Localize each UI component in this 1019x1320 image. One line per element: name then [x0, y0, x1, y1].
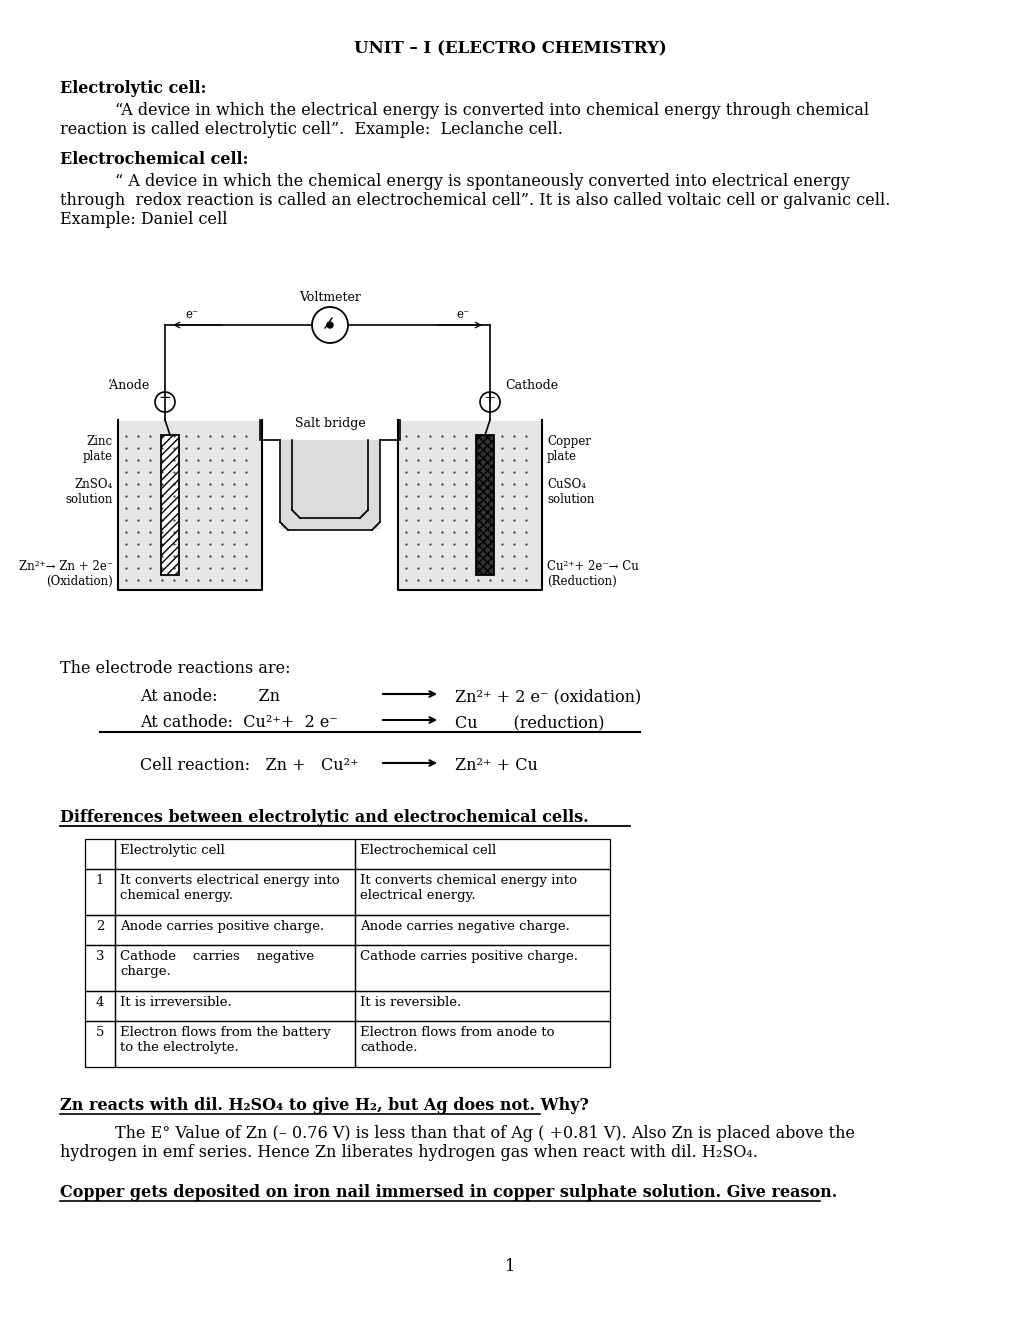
- Bar: [355, 991, 609, 1020]
- Bar: [119, 421, 262, 589]
- Bar: [85, 991, 115, 1020]
- Text: It is irreversible.: It is irreversible.: [120, 997, 231, 1008]
- Bar: [115, 991, 355, 1020]
- Text: 2: 2: [96, 920, 104, 933]
- Text: 4: 4: [96, 997, 104, 1008]
- Text: hydrogen in emf series. Hence Zn liberates hydrogen gas when react with dil. H₂S: hydrogen in emf series. Hence Zn liberat…: [60, 1144, 757, 1162]
- Text: Zinc
plate: Zinc plate: [83, 436, 113, 463]
- Bar: [115, 945, 355, 991]
- Bar: [355, 945, 609, 991]
- Text: Electrochemical cell: Electrochemical cell: [360, 843, 496, 857]
- Text: Cell reaction:   Zn +   Cu²⁺: Cell reaction: Zn + Cu²⁺: [140, 756, 359, 774]
- Text: ʻAnode: ʻAnode: [108, 379, 150, 392]
- Bar: [115, 915, 355, 945]
- Circle shape: [327, 322, 332, 327]
- Text: CuSO₄
solution: CuSO₄ solution: [546, 478, 594, 506]
- Text: “ A device in which the chemical energy is spontaneously converted into electric: “ A device in which the chemical energy …: [115, 173, 849, 190]
- Text: Cu       (reduction): Cu (reduction): [454, 714, 604, 731]
- Text: e⁻: e⁻: [184, 308, 198, 321]
- Bar: [398, 421, 541, 589]
- Text: At cathode:  Cu²⁺+  2 e⁻: At cathode: Cu²⁺+ 2 e⁻: [140, 714, 337, 731]
- Text: Copper
plate: Copper plate: [546, 436, 590, 463]
- Bar: [85, 945, 115, 991]
- Text: Voltmeter: Voltmeter: [299, 290, 361, 304]
- Text: Electron flows from the battery
to the electrolyte.: Electron flows from the battery to the e…: [120, 1026, 330, 1053]
- Bar: [161, 436, 178, 576]
- Text: +: +: [483, 391, 496, 405]
- Text: e⁻: e⁻: [457, 308, 470, 321]
- Bar: [355, 869, 609, 915]
- Text: “A device in which the electrical energy is converted into chemical energy throu: “A device in which the electrical energy…: [115, 102, 868, 119]
- Bar: [85, 1020, 115, 1067]
- Text: The E° Value of Zn (– 0.76 V) is less than that of Ag ( +0.81 V). Also Zn is pla: The E° Value of Zn (– 0.76 V) is less th…: [115, 1125, 854, 1142]
- Text: Anode carries negative charge.: Anode carries negative charge.: [360, 920, 570, 933]
- Text: Zn²⁺ + 2 e⁻ (oxidation): Zn²⁺ + 2 e⁻ (oxidation): [454, 688, 641, 705]
- Text: UNIT – I (ELECTRO CHEMISTRY): UNIT – I (ELECTRO CHEMISTRY): [354, 40, 665, 57]
- Text: Zn reacts with dil. H₂SO₄ to give H₂, but Ag does not. Why?: Zn reacts with dil. H₂SO₄ to give H₂, bu…: [60, 1097, 588, 1114]
- Bar: [476, 436, 493, 576]
- Bar: [280, 440, 379, 529]
- Text: 3: 3: [96, 950, 104, 964]
- Text: Cathode carries positive charge.: Cathode carries positive charge.: [360, 950, 578, 964]
- Text: −: −: [159, 391, 171, 405]
- Text: It converts chemical energy into
electrical energy.: It converts chemical energy into electri…: [360, 874, 577, 902]
- Text: It converts electrical energy into
chemical energy.: It converts electrical energy into chemi…: [120, 874, 339, 902]
- Text: Copper gets deposited on iron nail immersed in copper sulphate solution. Give re: Copper gets deposited on iron nail immer…: [60, 1184, 837, 1201]
- Text: Cathode    carries    negative
charge.: Cathode carries negative charge.: [120, 950, 314, 978]
- Text: Electrolytic cell:: Electrolytic cell:: [60, 81, 206, 96]
- Text: It is reversible.: It is reversible.: [360, 997, 461, 1008]
- Text: Example: Daniel cell: Example: Daniel cell: [60, 211, 227, 228]
- Text: Cathode: Cathode: [504, 379, 557, 392]
- Text: Differences between electrolytic and electrochemical cells.: Differences between electrolytic and ele…: [60, 809, 588, 826]
- Text: Cu²⁺+ 2e⁻→ Cu
(Reduction): Cu²⁺+ 2e⁻→ Cu (Reduction): [546, 560, 638, 587]
- Text: 5: 5: [96, 1026, 104, 1039]
- Bar: [115, 869, 355, 915]
- Text: Electron flows from anode to
cathode.: Electron flows from anode to cathode.: [360, 1026, 554, 1053]
- Bar: [355, 915, 609, 945]
- Text: Electrolytic cell: Electrolytic cell: [120, 843, 224, 857]
- Text: reaction is called electrolytic cell”.  Example:  Leclanche cell.: reaction is called electrolytic cell”. E…: [60, 121, 562, 139]
- Bar: [85, 840, 115, 869]
- Text: 1: 1: [504, 1258, 515, 1275]
- Bar: [115, 1020, 355, 1067]
- Text: ZnSO₄
solution: ZnSO₄ solution: [65, 478, 113, 506]
- Text: Zn²⁺ + Cu: Zn²⁺ + Cu: [454, 756, 537, 774]
- Bar: [355, 1020, 609, 1067]
- Bar: [355, 840, 609, 869]
- Text: The electrode reactions are:: The electrode reactions are:: [60, 660, 290, 677]
- Text: through  redox reaction is called an electrochemical cell”. It is also called vo: through redox reaction is called an elec…: [60, 191, 890, 209]
- Text: 1: 1: [96, 874, 104, 887]
- Bar: [85, 869, 115, 915]
- Bar: [115, 840, 355, 869]
- Text: Electrochemical cell:: Electrochemical cell:: [60, 150, 249, 168]
- Bar: [85, 915, 115, 945]
- Text: Anode carries positive charge.: Anode carries positive charge.: [120, 920, 324, 933]
- Text: Zn²⁺→ Zn + 2e⁻
(Oxidation): Zn²⁺→ Zn + 2e⁻ (Oxidation): [19, 560, 113, 587]
- Text: Salt bridge: Salt bridge: [294, 417, 365, 430]
- Text: At anode:        Zn: At anode: Zn: [140, 688, 280, 705]
